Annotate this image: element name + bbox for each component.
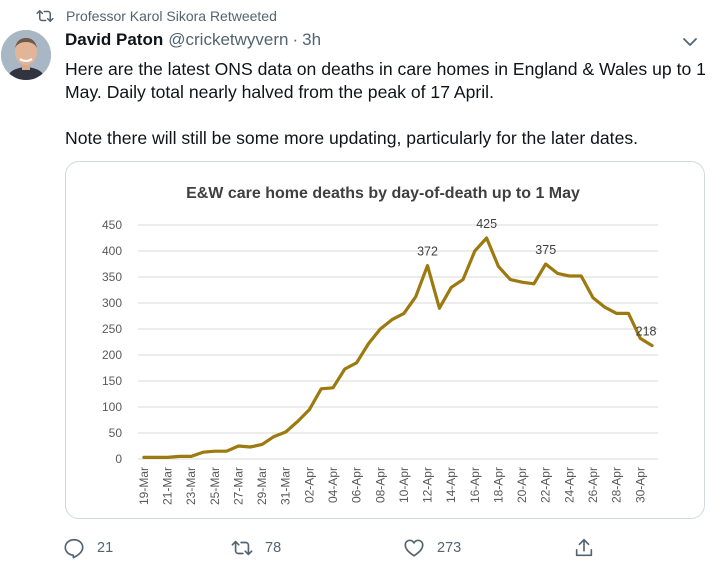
chevron-down-icon[interactable] (681, 33, 699, 51)
x-tick-label: 06-Apr (350, 467, 364, 503)
tweet-paragraph-1: Here are the latest ONS data on deaths i… (65, 59, 706, 102)
x-tick-label: 20-Apr (515, 467, 529, 503)
avatar[interactable] (1, 30, 51, 80)
series-line (142, 236, 654, 459)
share-icon (575, 538, 593, 557)
chart-title: E&W care home deaths by day-of-death up … (186, 185, 580, 202)
y-tick-label: 300 (102, 296, 122, 310)
x-tick-label: 22-Apr (539, 467, 553, 503)
like-count: 273 (437, 540, 462, 556)
x-tick-label: 30-Apr (633, 467, 647, 503)
y-tick-label: 450 (102, 218, 122, 232)
x-tick-label: 19-Mar (137, 467, 151, 505)
x-tick-label: 25-Mar (208, 467, 222, 505)
y-tick-label: 0 (115, 452, 122, 466)
retweet-icon (231, 540, 253, 556)
y-tick-label: 400 (102, 244, 122, 258)
header-separator: · (292, 30, 299, 49)
data-label: 372 (417, 245, 438, 259)
y-tick-label: 150 (102, 374, 122, 388)
retweet-icon (36, 10, 54, 22)
x-tick-label: 28-Apr (610, 467, 624, 503)
tweet-header: David Paton @cricketwyvern · 3h (65, 29, 321, 51)
data-label: 218 (636, 325, 657, 339)
tweet-image-card[interactable]: E&W care home deaths by day-of-death up … (65, 161, 705, 519)
line-chart: E&W care home deaths by day-of-death up … (102, 185, 658, 505)
y-tick-label: 250 (102, 322, 122, 336)
x-tick-label: 10-Apr (397, 467, 411, 503)
author-name[interactable]: David Paton (65, 30, 164, 49)
y-tick-label: 350 (102, 270, 122, 284)
retweet-count: 78 (265, 540, 282, 556)
y-tick-label: 100 (102, 400, 122, 414)
x-tick-label: 08-Apr (373, 467, 387, 503)
tweet-text: Here are the latest ONS data on deaths i… (65, 58, 715, 150)
reply-button[interactable]: 21 (63, 536, 113, 560)
x-tick-label: 29-Mar (255, 467, 269, 505)
x-tick-label: 04-Apr (326, 467, 340, 503)
x-tick-label: 31-Mar (279, 467, 293, 505)
x-tick-label: 12-Apr (421, 467, 435, 503)
reply-count: 21 (97, 540, 114, 556)
tweet-paragraph-2: Note there will still be some more updat… (65, 128, 639, 148)
retweet-context: Professor Karol Sikora Retweeted (36, 6, 277, 26)
data-label: 375 (535, 243, 556, 257)
x-tick-label: 26-Apr (586, 467, 600, 503)
author-handle[interactable]: @cricketwyvern (168, 30, 289, 49)
x-tick-label: 14-Apr (444, 467, 458, 503)
x-tick-label: 02-Apr (302, 467, 316, 503)
x-tick-label: 18-Apr (491, 467, 505, 503)
y-tick-label: 200 (102, 348, 122, 362)
retweet-button[interactable]: 78 (231, 536, 281, 560)
like-icon (404, 539, 424, 557)
data-label: 425 (476, 217, 497, 231)
reply-icon (64, 538, 84, 559)
share-button[interactable] (573, 536, 607, 560)
x-tick-label: 21-Mar (161, 467, 175, 505)
x-tick-label: 23-Mar (184, 467, 198, 505)
y-tick-label: 50 (109, 426, 123, 440)
retweet-context-label[interactable]: Professor Karol Sikora Retweeted (66, 8, 277, 24)
x-tick-label: 24-Apr (562, 467, 576, 503)
x-tick-label: 16-Apr (468, 467, 482, 503)
tweet-actions: 21 78 273 (63, 536, 623, 560)
like-button[interactable]: 273 (403, 536, 461, 560)
tweet-timestamp[interactable]: 3h (302, 30, 322, 49)
x-tick-label: 27-Mar (231, 467, 245, 505)
